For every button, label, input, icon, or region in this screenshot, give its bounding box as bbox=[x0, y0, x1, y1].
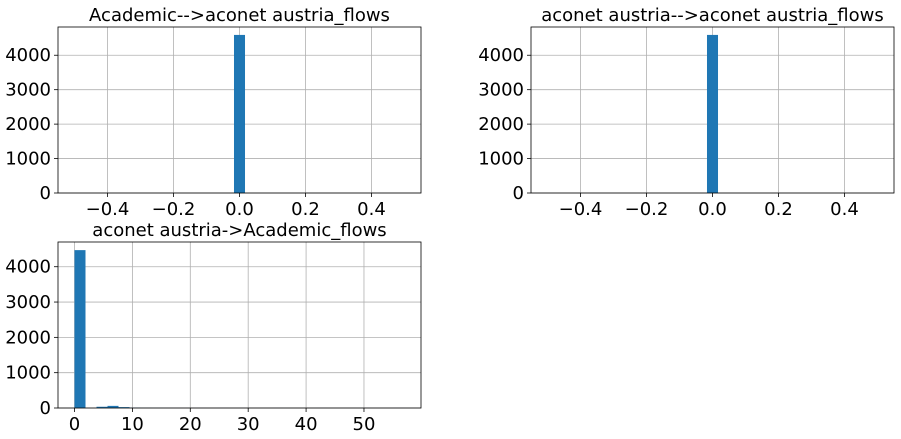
y-tick-label: 4000 bbox=[5, 45, 51, 66]
chart-title: aconet austria-->aconet austria_flows bbox=[541, 5, 884, 26]
y-tick-label: 1000 bbox=[5, 149, 51, 170]
chart-title: aconet austria->Academic_flows bbox=[92, 220, 386, 241]
x-tick-label: 20 bbox=[179, 414, 202, 435]
y-tick-label: 3000 bbox=[478, 80, 524, 101]
histogram-panel-3: 0 10 20 30 40 50 0 1000 2000 3000 4000 aconet austr… bbox=[5, 220, 422, 435]
y-tick-label: 4000 bbox=[5, 257, 51, 278]
y-tick-label: 0 bbox=[40, 183, 51, 204]
y-tick-label: 3000 bbox=[5, 292, 51, 313]
chart-title: Academic-->aconet austria_flows bbox=[89, 5, 390, 26]
histogram-panel-1: −0.4 −0.2 0.0 0.2 0.4 0 1000 2000 3000 4000 Academ… bbox=[5, 5, 422, 220]
y-tick-label: 4000 bbox=[478, 45, 524, 66]
x-tick-label: −0.4 bbox=[86, 199, 130, 220]
x-tick-label: 0.4 bbox=[357, 199, 386, 220]
x-tick-label: 0.2 bbox=[764, 199, 793, 220]
y-tick-label: 0 bbox=[513, 183, 524, 204]
x-tick-label: 30 bbox=[237, 414, 260, 435]
histogram-bar bbox=[96, 406, 108, 408]
x-tick-label: 40 bbox=[295, 414, 318, 435]
histogram-bar bbox=[107, 405, 119, 408]
x-tick-label: 10 bbox=[121, 414, 144, 435]
x-tick-label: −0.4 bbox=[559, 199, 603, 220]
histogram-bar bbox=[706, 34, 719, 194]
y-tick-label: 1000 bbox=[478, 149, 524, 170]
axes-frame bbox=[57, 241, 422, 409]
histogram-panel-2: −0.4 −0.2 0.0 0.2 0.4 0 1000 2000 3000 4000 aconet… bbox=[478, 5, 895, 220]
x-tick-label: 0.0 bbox=[225, 199, 254, 220]
histogram-bar bbox=[118, 407, 130, 408]
x-tick-label: −0.2 bbox=[152, 199, 196, 220]
y-tick-label: 2000 bbox=[5, 327, 51, 348]
y-tick-label: 3000 bbox=[5, 80, 51, 101]
x-tick-label: 0.4 bbox=[830, 199, 859, 220]
y-tick-label: 0 bbox=[40, 398, 51, 419]
histogram-bar bbox=[74, 250, 86, 408]
y-tick-label: 2000 bbox=[5, 114, 51, 135]
x-tick-label: 0.0 bbox=[698, 199, 727, 220]
y-tick-label: 1000 bbox=[5, 363, 51, 384]
x-tick-label: 50 bbox=[353, 414, 376, 435]
histogram-bar bbox=[233, 34, 246, 194]
x-tick-label: 0.2 bbox=[291, 199, 320, 220]
x-tick-label: −0.2 bbox=[625, 199, 669, 220]
x-tick-label: 0 bbox=[69, 414, 80, 435]
y-tick-label: 2000 bbox=[478, 114, 524, 135]
